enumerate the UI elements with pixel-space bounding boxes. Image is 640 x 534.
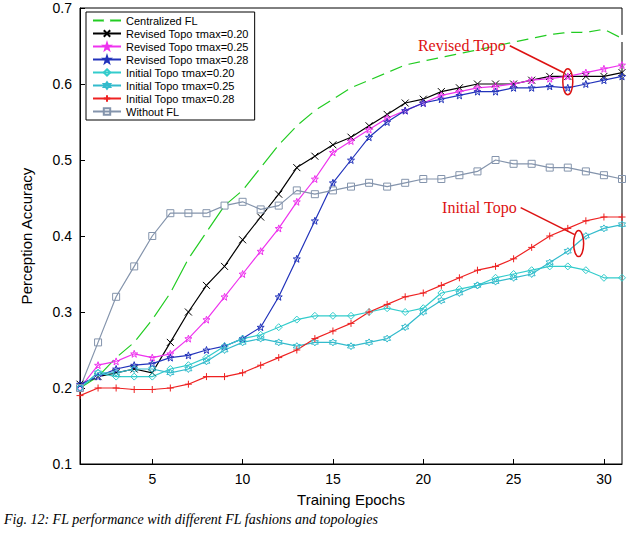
svg-text:5: 5 [148, 471, 156, 487]
svg-text:0.1: 0.1 [53, 456, 73, 472]
svg-text:15: 15 [325, 471, 341, 487]
svg-text:Initial Topo τmax=0.25: Initial Topo τmax=0.25 [126, 80, 234, 92]
svg-text:0.3: 0.3 [53, 304, 73, 320]
svg-text:0.2: 0.2 [53, 380, 73, 396]
svg-text:0.7: 0.7 [53, 0, 73, 16]
svg-text:Initial Topo: Initial Topo [442, 199, 517, 217]
svg-text:25: 25 [506, 471, 522, 487]
svg-text:Initial Topo τmax=0.28: Initial Topo τmax=0.28 [126, 93, 234, 105]
svg-text:Fig. 12: FL performance with d: Fig. 12: FL performance with different F… [3, 512, 378, 527]
svg-text:30: 30 [596, 471, 612, 487]
svg-text:20: 20 [415, 471, 431, 487]
svg-text:Centralized FL: Centralized FL [126, 15, 198, 27]
svg-text:Without FL: Without FL [126, 106, 179, 118]
svg-text:Perception Accuracy: Perception Accuracy [18, 167, 35, 304]
svg-text:10: 10 [235, 471, 251, 487]
svg-text:Revised Topo: Revised Topo [418, 37, 506, 55]
svg-text:Initial Topo τmax=0.20: Initial Topo τmax=0.20 [126, 67, 234, 79]
svg-text:0.5: 0.5 [53, 152, 73, 168]
svg-text:Revised Topo τmax=0.25: Revised Topo τmax=0.25 [126, 41, 248, 53]
svg-text:0.4: 0.4 [53, 228, 73, 244]
svg-text:Revised Topo τmax=0.28: Revised Topo τmax=0.28 [126, 54, 248, 66]
svg-text:0.6: 0.6 [53, 76, 73, 92]
svg-text:Training Epochs: Training Epochs [297, 491, 405, 508]
svg-text:Revised Topo τmax=0.20: Revised Topo τmax=0.20 [126, 28, 248, 40]
